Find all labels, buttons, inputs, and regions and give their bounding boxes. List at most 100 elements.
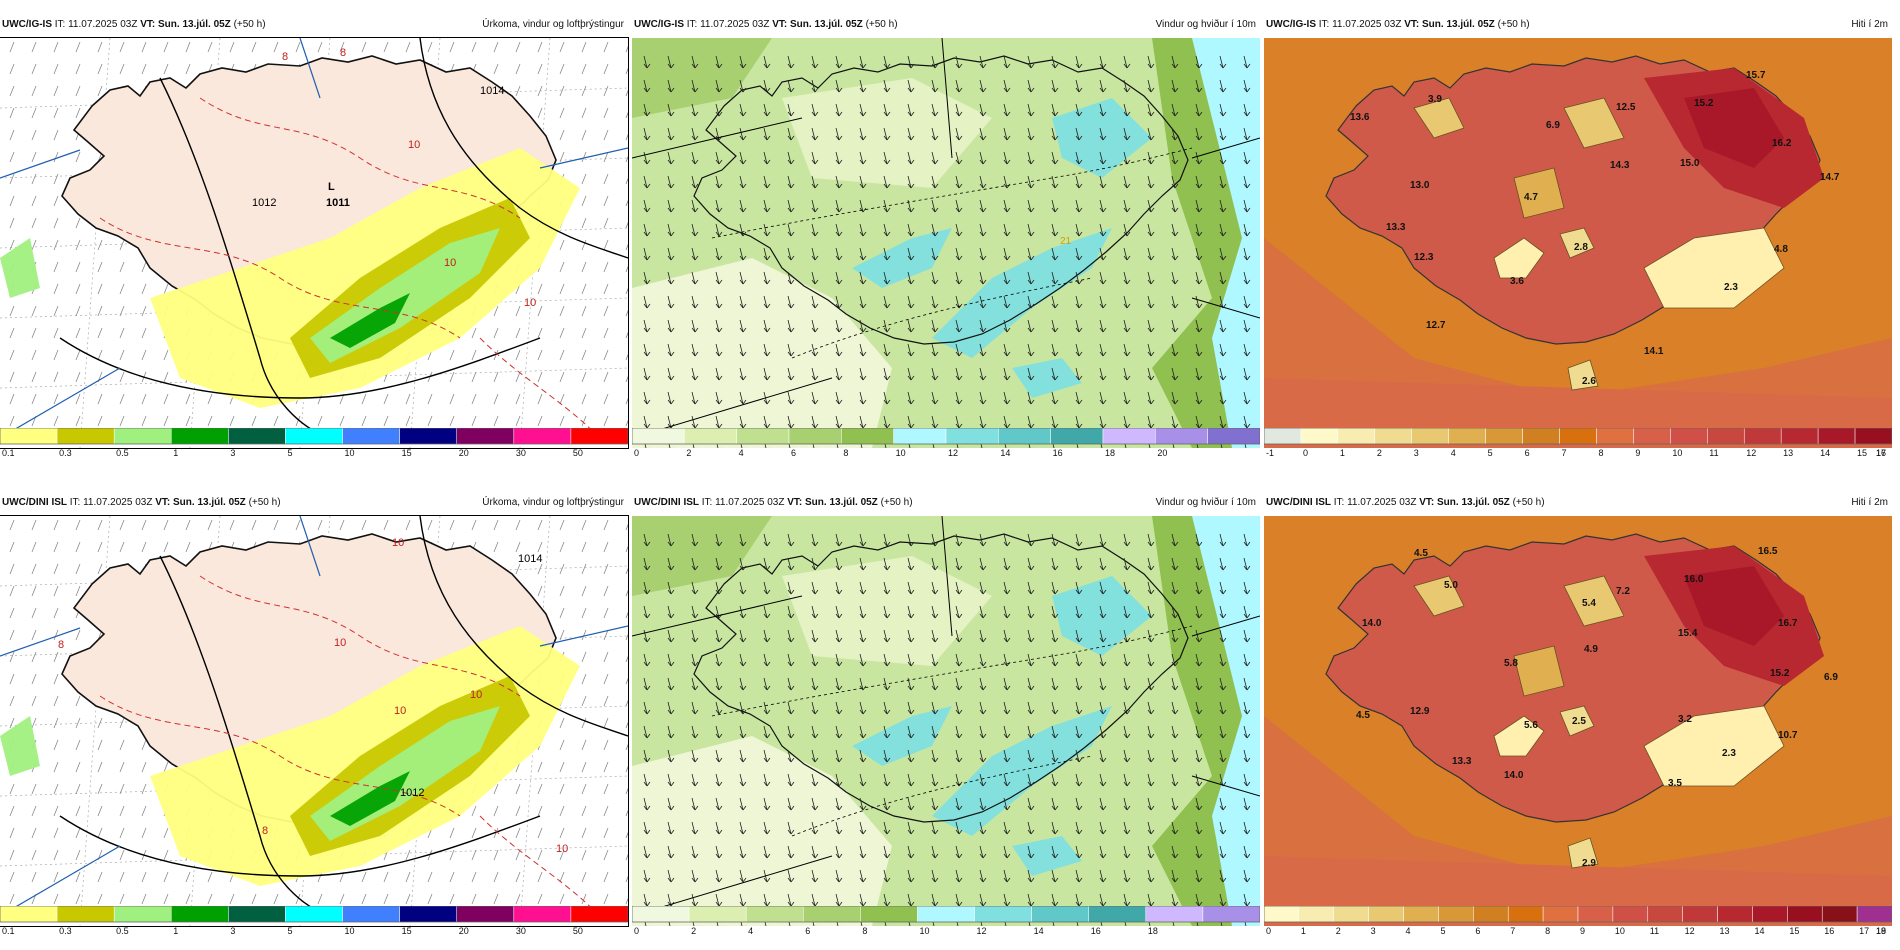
temperature-label: 13.3 <box>1452 756 1472 767</box>
colorbar-tick: 0.5 <box>116 926 129 936</box>
temperature-label: 16.2 <box>1772 138 1792 149</box>
colorbar-swatch <box>285 428 343 445</box>
colorbar-tick: 0 <box>1303 448 1308 458</box>
colorbar-tick: 2 <box>686 448 691 458</box>
colorbar-tick: 10 <box>919 926 929 936</box>
colorbar: 0 2 4 6 8 10 12 14 16 18 20 <box>632 428 1260 458</box>
colorbar-tick: 16 <box>1091 926 1101 936</box>
run-info: UWC/DINI ISL IT: 11.07.2025 03Z VT: Sun.… <box>2 494 281 512</box>
temperature-label: 5.8 <box>1504 658 1518 669</box>
colorbar-swatch <box>570 906 628 923</box>
colorbar-swatch <box>113 906 172 923</box>
colorbar-swatch <box>736 428 790 445</box>
colorbar-swatch <box>1780 428 1819 445</box>
valid-time: VT: Sun. 13.júl. 05Z <box>772 19 863 30</box>
colorbar-swatch <box>1542 906 1579 923</box>
temperature-label: 5.6 <box>1524 720 1538 731</box>
colorbar-swatch <box>570 428 628 445</box>
temperature-label: 14.1 <box>1644 346 1664 357</box>
temperature-label: 13.6 <box>1350 112 1370 123</box>
colorbar-swatch <box>113 428 172 445</box>
colorbar-tick: 18 <box>1876 926 1886 936</box>
map-wind: 21 <box>632 38 1260 448</box>
colorbar-swatch <box>893 428 947 445</box>
lead-time: (+50 h) <box>865 19 898 30</box>
colorbar-tick: 14 <box>1000 448 1010 458</box>
colorbar-tick: 0 <box>634 926 639 936</box>
colorbar-tick: 5 <box>1488 448 1493 458</box>
colorbar-tick: 20 <box>459 448 469 458</box>
colorbar-swatch <box>1682 906 1718 923</box>
colorbar-swatch <box>1300 428 1339 445</box>
model-name: UWC/DINI ISL <box>634 497 699 508</box>
temperature-label: 15.2 <box>1694 98 1714 109</box>
map-label: 10 <box>444 257 456 269</box>
colorbar-tick: 3 <box>230 926 235 936</box>
colorbar-tick: 7 <box>1510 926 1515 936</box>
temperature-label: 2.5 <box>1572 716 1586 727</box>
panel-title: Hiti í 2m <box>1851 19 1888 30</box>
map-label: 10 <box>408 139 420 151</box>
temperature-label: 4.8 <box>1774 244 1788 255</box>
temperature-label: 15.4 <box>1678 628 1698 639</box>
init-time: IT: 11.07.2025 03Z <box>69 497 153 508</box>
run-info: UWC/IG-IS IT: 11.07.2025 03Z VT: Sun. 13… <box>1266 16 1530 34</box>
panel-title: Vindur og hviður í 10m <box>1155 497 1256 508</box>
map-label: 10 <box>334 637 346 649</box>
panel-title: Vindur og hviður í 10m <box>1155 19 1256 30</box>
panel-dini-wind: UWC/DINI ISL IT: 11.07.2025 03Z VT: Sun.… <box>632 494 1260 940</box>
colorbar-tick: 8 <box>1598 448 1603 458</box>
colorbar-swatch <box>1717 906 1753 923</box>
colorbar-swatch <box>513 906 572 923</box>
temperature-label: 2.8 <box>1574 242 1588 253</box>
temperature-label: 16.5 <box>1758 546 1778 557</box>
temperature-label: 12.3 <box>1414 252 1434 263</box>
colorbar-swatch <box>56 428 115 445</box>
colorbar-tick: 14 <box>1820 448 1830 458</box>
temperature-label: 5.0 <box>1444 580 1458 591</box>
lead-time: (+50 h) <box>1512 497 1545 508</box>
colorbar-tick: 50 <box>573 926 583 936</box>
map-precip: 1011L10121014810108108 <box>0 37 629 449</box>
colorbar-swatch <box>1155 428 1208 445</box>
colorbar-tick: 13 <box>1783 448 1793 458</box>
colorbar-swatch <box>998 428 1051 445</box>
temperature-label: 12.7 <box>1426 320 1446 331</box>
map-label: L <box>328 181 335 193</box>
colorbar-tick: 10 <box>1615 926 1625 936</box>
colorbar-tick: 16 <box>1876 448 1886 458</box>
temperature-label: 16.7 <box>1778 618 1798 629</box>
colorbar-container: 0.1 0.3 0.5 1 3 5 10 15 20 30 50 <box>0 428 628 462</box>
map-canvas: 15.7 3.9 13.6 12.5 15.2 6.9 16.2 14.3 15.0 14.7 13… <box>1264 38 1892 448</box>
map-label: 1011 <box>326 197 350 209</box>
map-precip: 108101010101410128108 <box>0 515 629 927</box>
colorbar-swatch <box>684 428 737 445</box>
colorbar-swatch <box>1403 906 1439 923</box>
temperature-label: 5.4 <box>1582 598 1596 609</box>
colorbar-tick: 17 <box>1859 926 1869 936</box>
colorbar-tick: 12 <box>1685 926 1695 936</box>
map-label: 8 <box>262 825 268 837</box>
map-label: 8 <box>282 51 288 63</box>
colorbar-swatch <box>399 906 457 923</box>
colorbar-swatch <box>1145 906 1204 923</box>
colorbar-tick: 3 <box>230 448 235 458</box>
colorbar-tick: 4 <box>1406 926 1411 936</box>
colorbar: 0.1 0.3 0.5 1 3 5 10 15 20 30 50 <box>0 906 628 936</box>
colorbar-tick: 15 <box>402 448 412 458</box>
map-label: 10 <box>524 297 536 309</box>
colorbar-tick: 6 <box>805 926 810 936</box>
colorbar-tick: 50 <box>573 448 583 458</box>
panel-header: UWC/IG-IS IT: 11.07.2025 03Z VT: Sun. 13… <box>1264 16 1892 36</box>
temperature-label: 13.0 <box>1410 180 1430 191</box>
colorbar-swatch <box>1473 906 1509 923</box>
model-name: UWC/DINI ISL <box>1266 497 1331 508</box>
temperature-label: 10.7 <box>1778 730 1798 741</box>
colorbar-tick: 0.1 <box>2 926 15 936</box>
map-canvas <box>632 516 1260 926</box>
colorbar-tick: 4 <box>739 448 744 458</box>
colorbar-tick: 12 <box>948 448 958 458</box>
colorbar-swatch <box>342 428 400 445</box>
panel-igis-precip: UWC/IG-IS IT: 11.07.2025 03Z VT: Sun. 13… <box>0 16 629 462</box>
colorbar-tick: 1 <box>173 448 178 458</box>
